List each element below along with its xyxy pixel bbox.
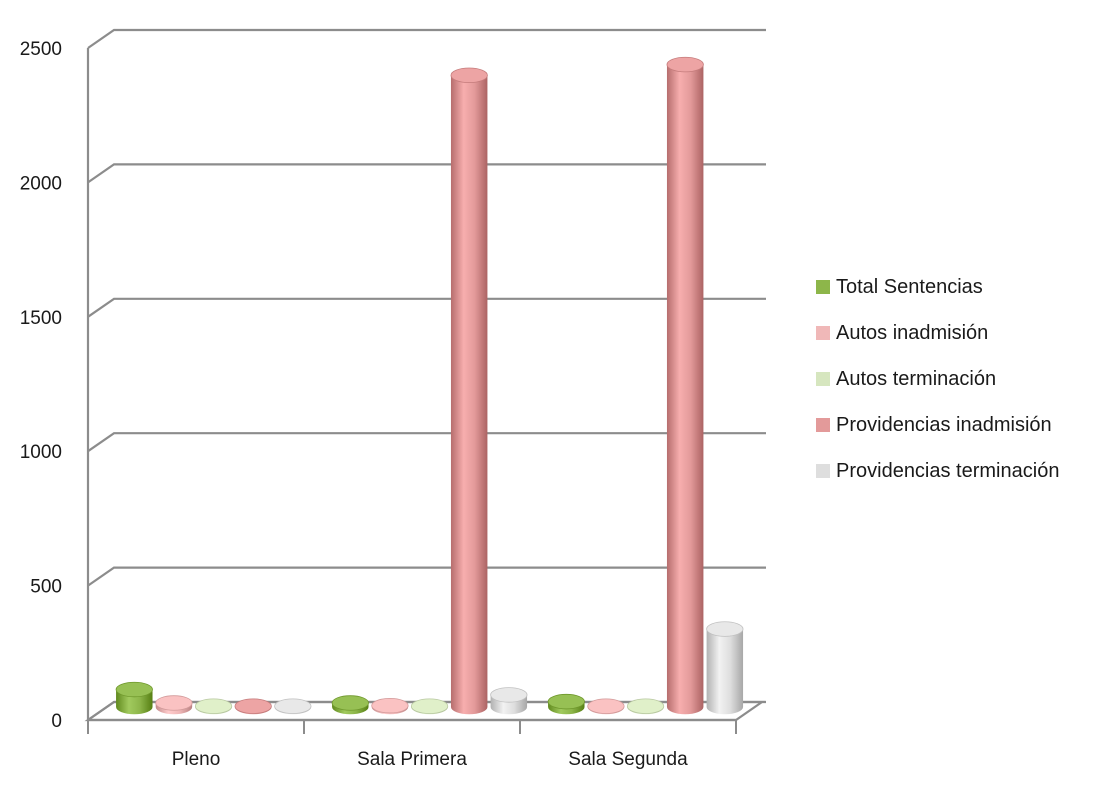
bar [410, 698, 449, 715]
y-axis-tick-labels: 0 500 1000 1500 2000 2500 [20, 39, 62, 732]
bar [547, 693, 585, 715]
bar [666, 56, 704, 715]
gridline [87, 28, 766, 49]
y-tick-label: 2500 [20, 39, 62, 60]
legend-label: Total Sentencias [836, 276, 983, 298]
legend-label: Autos inadmisión [836, 322, 988, 344]
gridlines [87, 28, 766, 721]
x-tick-label: Pleno [172, 749, 221, 770]
bar [450, 67, 488, 715]
bar [234, 698, 272, 715]
legend-swatch [816, 280, 830, 294]
legend-item: Providencias terminación [816, 460, 1059, 482]
legend-item: Total Sentencias [816, 276, 983, 298]
bar [371, 697, 409, 715]
bar [331, 695, 369, 715]
gridline [87, 432, 766, 453]
legend-item: Providencias inadmisión [816, 414, 1052, 436]
bar [490, 687, 528, 715]
legend-swatch [816, 464, 830, 478]
legend-swatch [816, 326, 830, 340]
legend-swatch [816, 372, 830, 386]
y-tick-label: 0 [51, 711, 62, 732]
gridline [87, 163, 766, 184]
bar [115, 681, 153, 715]
legend-item: Autos terminación [816, 368, 996, 390]
legend-label: Autos terminación [836, 368, 996, 390]
x-tick-label: Sala Primera [357, 749, 467, 770]
y-tick-label: 1500 [20, 308, 62, 329]
bar [155, 695, 193, 715]
legend-item: Autos inadmisión [816, 322, 988, 344]
axes [84, 48, 766, 734]
bar [194, 698, 233, 715]
legend-label: Providencias terminación [836, 460, 1059, 482]
bar [626, 698, 665, 715]
legend-label: Providencias inadmisión [836, 414, 1052, 436]
y-tick-label: 500 [30, 577, 62, 598]
bar [587, 698, 625, 715]
gridline [87, 566, 766, 587]
y-tick-label: 1000 [20, 442, 62, 463]
bar [706, 621, 744, 715]
y-tick-label: 2000 [20, 173, 62, 194]
x-tick-label: Sala Segunda [568, 749, 688, 770]
gridline [87, 297, 766, 318]
legend-swatch [816, 418, 830, 432]
bar [274, 698, 312, 715]
bars [115, 56, 744, 715]
x-axis-tick-labels: Pleno Sala Primera Sala Segunda [172, 749, 688, 770]
legend: Total Sentencias Autos inadmisión Autos te… [816, 276, 1059, 482]
